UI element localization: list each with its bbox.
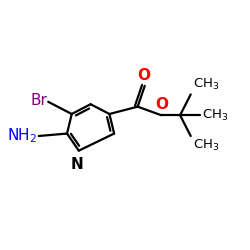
Text: O: O [137, 68, 150, 84]
Text: NH$_2$: NH$_2$ [8, 127, 38, 145]
Text: O: O [155, 96, 168, 112]
Text: Br: Br [30, 93, 47, 108]
Text: N: N [70, 157, 83, 172]
Text: CH$_3$: CH$_3$ [192, 78, 219, 92]
Text: CH$_3$: CH$_3$ [202, 108, 228, 123]
Text: CH$_3$: CH$_3$ [192, 138, 219, 153]
